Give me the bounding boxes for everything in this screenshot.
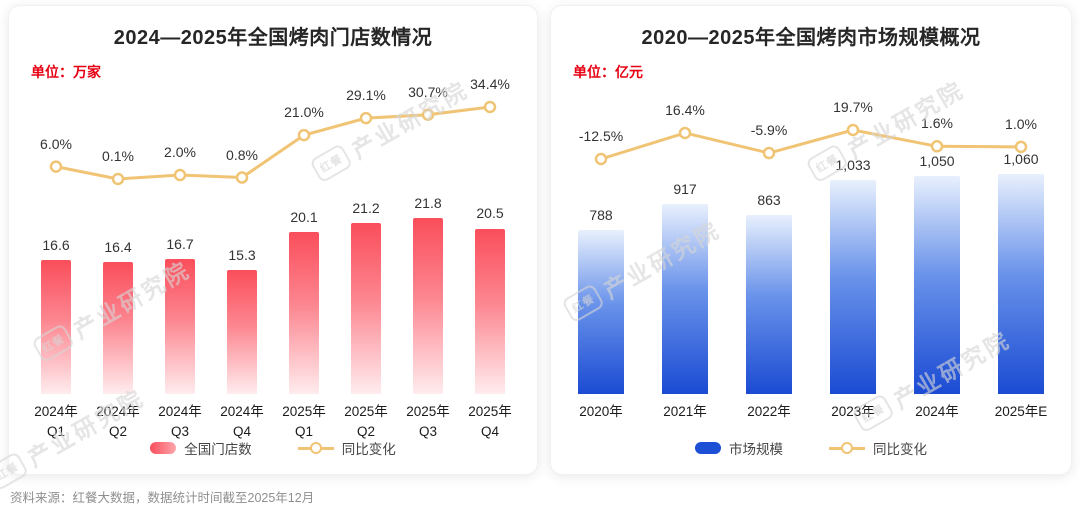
x-axis-label: 2024年 Q4 xyxy=(220,404,264,439)
bar xyxy=(165,259,195,394)
bar-value-label: 1,033 xyxy=(835,156,871,173)
line-marker xyxy=(297,128,311,142)
bar xyxy=(578,230,624,394)
market-size-chart-card: 2020—2025年全国烤肉市场规模概况 单位：亿元 788 917 863 1,03… xyxy=(550,5,1072,475)
legend-item-bar: 全国门店数 xyxy=(150,438,252,458)
bar xyxy=(746,214,792,394)
trend-polyline xyxy=(600,128,1022,161)
bar-value-label: 21.2 xyxy=(352,199,380,216)
yoy-line-layer xyxy=(594,123,1028,166)
x-axis-label: 2023年 xyxy=(831,404,875,419)
bar xyxy=(289,231,319,394)
line-swatch-icon xyxy=(297,441,334,455)
legend-line-label: 同比变化 xyxy=(341,442,396,457)
bar-value-label: 863 xyxy=(757,191,781,208)
line-marker xyxy=(421,108,435,122)
chart-title: 2020—2025年全国烤肉市场规模概况 xyxy=(641,27,981,49)
yoy-value-label: 1.6% xyxy=(921,115,953,132)
bar-value-label: 21.8 xyxy=(414,195,442,211)
line-marker xyxy=(762,146,776,160)
trend-polyline xyxy=(55,105,491,181)
legend-item-line: 同比变化 xyxy=(297,438,396,458)
x-axis-label: 2022年 xyxy=(747,404,791,419)
bar xyxy=(41,259,71,394)
yoy-value-label: 0.1% xyxy=(102,148,134,164)
x-axis-label: 2024年 xyxy=(915,404,959,419)
bar xyxy=(227,270,257,394)
bar-value-label: 16.4 xyxy=(104,238,132,255)
bar xyxy=(998,174,1044,394)
yoy-value-label: 34.4% xyxy=(470,76,510,92)
x-axis-label: 2025年E xyxy=(994,404,1048,419)
yoy-value-label: 16.4% xyxy=(665,101,705,118)
yoy-value-label: 30.7% xyxy=(408,83,448,100)
x-axis-label: 2025年 Q2 xyxy=(344,404,388,439)
bar xyxy=(413,218,443,394)
x-axis-label: 2025年 Q1 xyxy=(282,404,326,439)
legend-item-bar: 市场规模 xyxy=(695,438,783,458)
x-axis-label: 2020年 xyxy=(579,404,623,419)
chart-legend: 市场规模 同比变化 xyxy=(551,438,1071,458)
chart-title: 2024—2025年全国烤肉门店数情况 xyxy=(113,27,433,49)
bar-swatch-icon xyxy=(695,442,721,454)
line-marker xyxy=(1014,140,1028,154)
unit-label: 单位：万家 xyxy=(31,64,101,80)
yoy-value-label: 1.0% xyxy=(1005,115,1037,132)
line-marker xyxy=(930,140,944,153)
yoy-value-label: -12.5% xyxy=(578,128,624,144)
bar-value-label: 788 xyxy=(589,207,613,224)
yoy-line-layer xyxy=(49,100,497,186)
x-axis-label: 2021年 xyxy=(663,404,707,419)
legend-item-line: 同比变化 xyxy=(829,438,927,458)
line-marker xyxy=(483,100,497,114)
store-count-chart-card: 2024—2025年全国烤肉门店数情况 单位：万家 16.6 16.4 16.7 15… xyxy=(8,5,538,475)
bar xyxy=(103,261,133,394)
legend-line-label: 同比变化 xyxy=(873,442,927,457)
yoy-value-label: 6.0% xyxy=(40,135,72,152)
yoy-value-label: 21.0% xyxy=(284,104,324,121)
yoy-value-label: 0.8% xyxy=(226,146,258,163)
bar-value-label: 16.6 xyxy=(42,236,70,253)
line-marker xyxy=(111,172,125,186)
bar-value-label: 15.3 xyxy=(228,247,256,264)
line-swatch-icon xyxy=(829,441,865,455)
bar xyxy=(914,176,960,394)
line-marker xyxy=(359,111,373,125)
line-marker xyxy=(49,160,63,173)
bar-swatch-icon xyxy=(150,442,177,454)
x-axis-label: 2024年 Q3 xyxy=(158,404,202,439)
yoy-value-label: 2.0% xyxy=(164,144,196,160)
yoy-value-label: -5.9% xyxy=(750,122,788,139)
legend-bar-label: 市场规模 xyxy=(729,442,783,457)
source-note: 资料来源：红餐大数据，数据统计时间截至2025年12月 xyxy=(10,491,315,505)
bar-value-label: 917 xyxy=(673,180,697,197)
x-axis-label: 2024年 Q1 xyxy=(34,404,78,439)
bar xyxy=(662,203,708,394)
line-marker xyxy=(235,171,249,184)
bar-value-label: 16.7 xyxy=(166,236,194,253)
bar-value-label: 20.5 xyxy=(476,205,504,222)
chart-legend: 全国门店数 同比变化 xyxy=(9,438,537,458)
line-marker xyxy=(846,123,860,137)
bar-value-label: 1,060 xyxy=(1003,151,1039,167)
yoy-value-label: 19.7% xyxy=(833,99,873,115)
x-axis-label: 2024年 Q2 xyxy=(96,404,140,439)
bar-value-label: 20.1 xyxy=(290,208,318,225)
line-marker xyxy=(678,126,692,140)
x-axis-label: 2025年 Q4 xyxy=(468,404,512,439)
line-marker xyxy=(594,152,608,166)
bar xyxy=(830,179,876,394)
unit-label: 单位：亿元 xyxy=(573,64,643,80)
legend-bar-label: 全国门店数 xyxy=(184,442,252,457)
chart-plot-area: 788 917 863 1,033 1,050 1,060 -12.5% 16.4% -5.9%… xyxy=(559,78,1063,419)
chart-plot-area: 16.6 16.4 16.7 15.3 20.1 21.2 21.8 20.5 6.0% 0.1%… xyxy=(25,76,521,439)
yoy-value-label: 29.1% xyxy=(346,87,386,104)
bar xyxy=(351,222,381,394)
line-marker xyxy=(173,168,187,182)
bar xyxy=(475,228,505,394)
x-axis-label: 2025年 Q3 xyxy=(406,404,450,439)
bar-value-label: 1,050 xyxy=(919,153,955,170)
